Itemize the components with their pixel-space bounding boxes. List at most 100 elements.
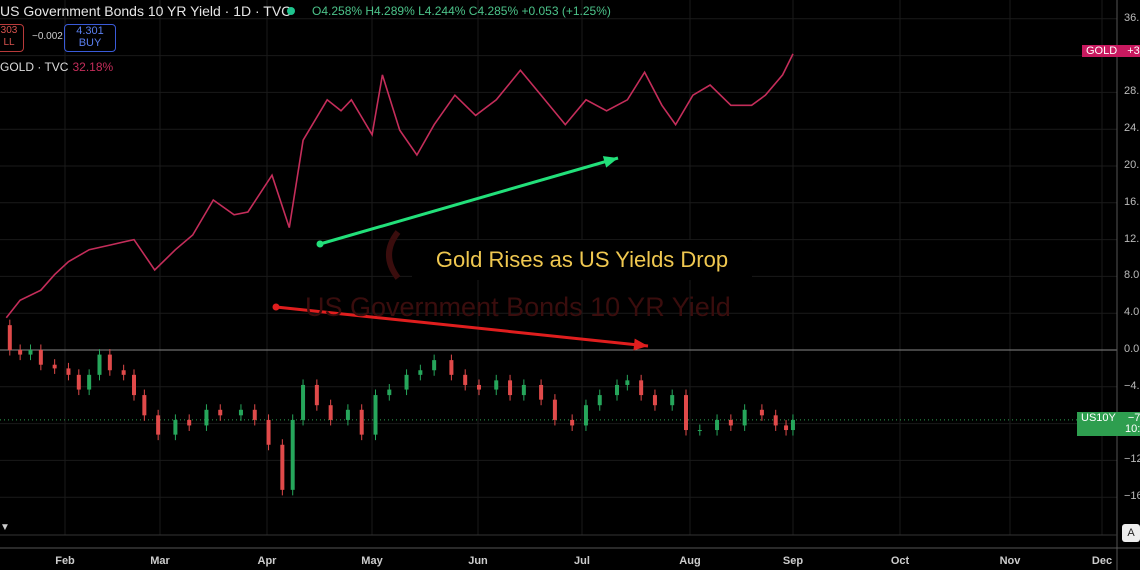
candle-body <box>615 384 619 396</box>
candle-body <box>290 419 295 490</box>
candle-body <box>373 395 378 435</box>
candle-body <box>387 389 392 396</box>
candle-body <box>252 409 257 420</box>
time-axis-label: Jun <box>468 555 488 567</box>
chart-title[interactable]: US Government Bonds 10 YR Yield · 1D · T… <box>0 3 292 19</box>
us10y-tag-value: −7. <box>1127 412 1140 424</box>
price-axis-label: 8.0 <box>1124 269 1140 282</box>
candle-body <box>404 374 409 390</box>
sell-button[interactable]: 303 LL <box>0 24 24 52</box>
candle-body <box>742 409 747 426</box>
time-axis-label: Nov <box>999 555 1021 567</box>
collapse-arrow-icon[interactable]: ▼ <box>0 522 10 533</box>
candle-body <box>784 425 789 431</box>
price-axis-label: 28. <box>1124 85 1140 98</box>
candle-body <box>328 405 333 420</box>
us10y-tag-symbol: US10Y <box>1081 412 1116 424</box>
candle-body <box>156 415 161 435</box>
candle-body <box>570 419 575 426</box>
price-axis-label: −12 <box>1124 453 1140 466</box>
candle-body <box>508 380 513 396</box>
yield-down-arrow-head <box>633 338 648 351</box>
price-axis-label: 24. <box>1124 122 1140 135</box>
compare-symbol: GOLD · TVC <box>0 60 69 74</box>
candle-body <box>684 395 688 431</box>
candle-body <box>552 399 557 420</box>
time-axis-label: Oct <box>890 555 910 567</box>
watermark-logo <box>386 230 401 280</box>
candle-body <box>142 395 147 416</box>
candle-body <box>652 395 657 406</box>
market-status-icon <box>287 7 295 15</box>
auto-scale-button[interactable]: A <box>1122 524 1140 542</box>
candle-body <box>583 405 588 426</box>
compare-change: 32.18% <box>72 60 114 74</box>
candle-body <box>639 380 644 396</box>
candle-body <box>463 374 468 385</box>
price-axis-label: 36. <box>1124 11 1140 24</box>
sell-label: LL <box>3 37 15 48</box>
gold-up-arrow-head <box>602 156 618 168</box>
price-axis-label: −4. <box>1124 379 1140 392</box>
time-axis-label: Feb <box>55 555 75 567</box>
bar-countdown: 10: <box>1125 423 1140 435</box>
candle-body <box>238 409 243 416</box>
annotation-text[interactable]: Gold Rises as US Yields Drop <box>412 240 752 280</box>
candle-body <box>204 409 209 426</box>
buy-label: BUY <box>78 37 102 49</box>
price-axis-label: 0.0 <box>1124 343 1140 355</box>
candle-body <box>773 415 778 426</box>
gold-tag-value: +32 <box>1127 45 1140 57</box>
candle-body <box>521 384 526 396</box>
gold-price-tag: GOLD +32 <box>1082 45 1140 57</box>
candle-body <box>107 354 112 371</box>
candle-body <box>218 409 223 416</box>
candle-body <box>359 409 364 435</box>
candle-body <box>728 419 733 426</box>
sell-price: 303 <box>0 25 18 36</box>
candle-body <box>28 350 33 355</box>
candle-body <box>18 350 23 355</box>
buy-price: 4.301 <box>76 25 104 37</box>
candle-body <box>87 374 92 390</box>
time-axis-label: Mar <box>150 555 170 567</box>
candle-body <box>715 419 720 431</box>
price-axis-label: 20. <box>1124 159 1140 171</box>
candle-body <box>449 360 454 375</box>
gold-up-arrow-line <box>319 156 619 246</box>
candle-body <box>76 374 81 390</box>
price-axis-label: −16 <box>1124 490 1140 503</box>
candle-body <box>697 430 702 432</box>
candle-body <box>759 409 764 416</box>
candle-body <box>345 409 350 420</box>
candle-body <box>97 354 102 375</box>
candle-body <box>280 444 285 490</box>
time-axis-label: Dec <box>1091 555 1113 567</box>
price-axis-label: 12. <box>1124 232 1140 245</box>
candle-body <box>539 384 544 400</box>
buy-button[interactable]: 4.301 BUY <box>64 24 116 52</box>
candle-body <box>121 370 126 375</box>
time-axis-label: Sep <box>782 555 804 567</box>
candle-body <box>418 370 423 375</box>
candle-body <box>132 374 136 396</box>
gold-series-line <box>5 53 794 319</box>
candle-body <box>7 325 12 350</box>
candle-body <box>790 419 795 431</box>
time-axis-label: May <box>361 555 383 567</box>
compare-legend[interactable]: GOLD · TVC 32.18% <box>0 60 113 74</box>
price-axis-label: 16. <box>1124 195 1140 208</box>
candle-body <box>266 419 271 445</box>
candle-body <box>625 380 630 385</box>
candle-body <box>301 384 306 420</box>
time-axis-label: Aug <box>679 555 701 567</box>
time-axis-label: Jul <box>574 555 590 567</box>
time-axis-label: Apr <box>257 555 277 567</box>
candle-body <box>187 419 192 426</box>
candle-body <box>670 395 675 406</box>
spread-value: −0.002 <box>32 31 63 42</box>
symbol-watermark: US Government Bonds 10 YR Yield <box>305 292 731 322</box>
candle-body <box>432 360 437 371</box>
candle-body <box>314 384 319 406</box>
